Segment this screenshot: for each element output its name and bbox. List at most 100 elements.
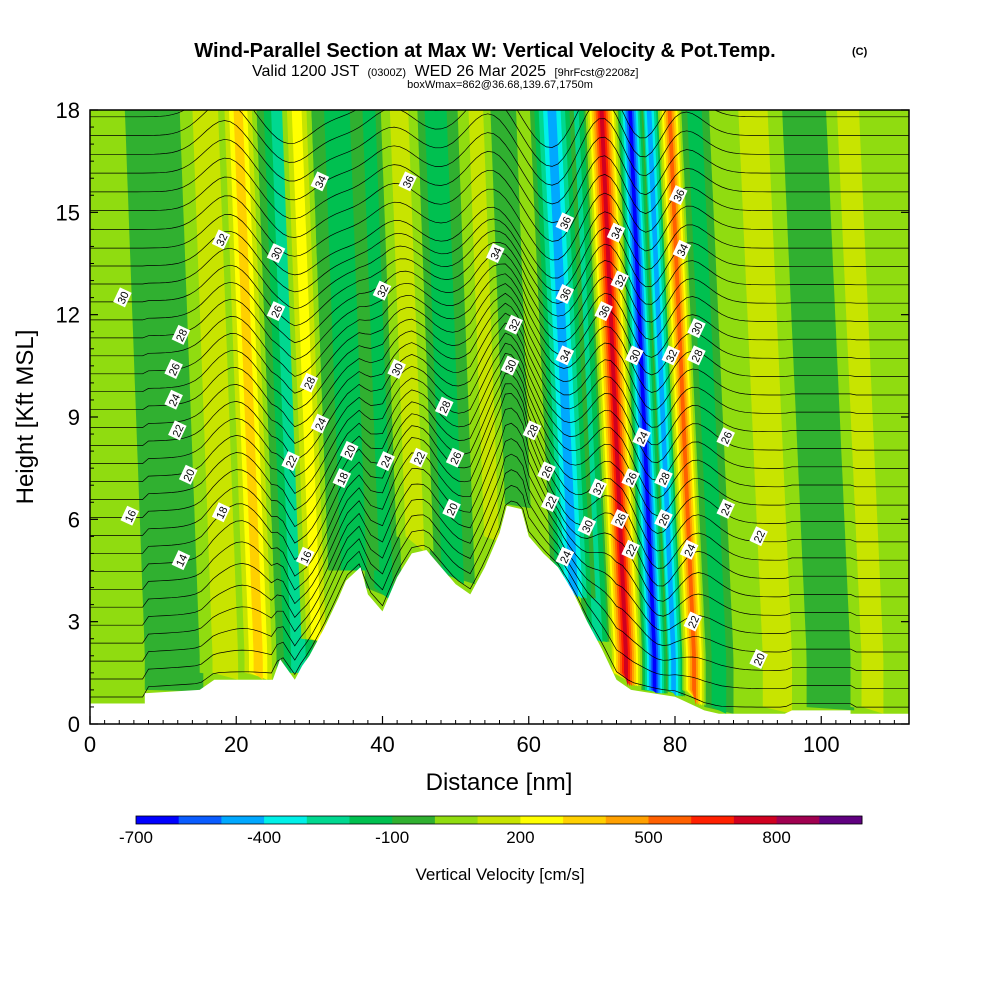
- isotherm-label: 34: [486, 243, 505, 264]
- isotherm-label-text: 26: [624, 471, 640, 487]
- isotherm-labels: 34 36323030263234363436343236323630282624…: [113, 171, 768, 669]
- isotherm-label-text: 22: [544, 495, 560, 511]
- isotherm-line: [90, 393, 909, 587]
- isotherm-line: [90, 469, 909, 671]
- isotherm-label-box: [621, 468, 640, 489]
- isotherm-label-text: 26: [167, 362, 183, 378]
- valid-zulu: (0300Z): [367, 67, 406, 79]
- colorbar-frame: [135, 815, 863, 825]
- isotherm-label-box: [632, 427, 651, 448]
- isotherm-label-text: 20: [752, 652, 768, 668]
- velocity-band: [599, 110, 628, 687]
- isotherm-label: 28: [434, 396, 454, 417]
- isotherm-label: 32: [372, 280, 392, 301]
- colorbar-swatch: [477, 816, 521, 824]
- isotherm-label-box: [332, 468, 352, 489]
- isotherm-label-box: [606, 222, 626, 243]
- isotherm-label-text: 34: [609, 225, 625, 241]
- isotherm-label-box: [555, 546, 575, 567]
- isotherm-label: 22: [281, 451, 300, 472]
- isotherm-label-text: 26: [540, 464, 556, 480]
- isotherm-line: [90, 132, 909, 205]
- isotherm-label-text: 14: [174, 553, 190, 569]
- isotherm-label: 36: [555, 212, 574, 233]
- isotherm-label-box: [266, 243, 286, 264]
- isotherm-label: 22: [168, 420, 187, 441]
- isotherm-label-text: 32: [214, 232, 230, 248]
- isotherm-label-box: [679, 539, 699, 560]
- isotherm-label-text: 20: [445, 501, 461, 517]
- isotherm-label-text: 24: [379, 454, 395, 470]
- isotherm-label-box: [555, 283, 575, 304]
- velocity-band: [233, 110, 263, 680]
- isotherm-label-text: 20: [342, 443, 358, 459]
- copyright-mark: (C): [852, 46, 868, 58]
- isotherm-label-box: [266, 301, 286, 322]
- colorbar-tick-label: 500: [634, 828, 662, 847]
- colorbar-swatch: [264, 816, 308, 824]
- isotherm-label: 24: [716, 498, 735, 519]
- x-tick-label: 100: [803, 732, 840, 757]
- isotherm-label-text: 30: [390, 362, 406, 378]
- colorbar-swatch: [563, 816, 607, 824]
- isotherm-label-text: 26: [448, 450, 464, 466]
- isotherm-label: 20: [178, 464, 198, 485]
- isotherm-label-box: [164, 358, 183, 379]
- isotherm-label-text: 24: [558, 549, 574, 565]
- colorbar-swatch: [349, 816, 393, 824]
- valid-date: WED 26 Mar 2025: [414, 63, 546, 80]
- isotherm-label-text: 28: [657, 471, 673, 487]
- isotherm-label-text: 22: [284, 454, 300, 470]
- isotherm-label-text: 16: [299, 549, 315, 565]
- isotherm-label: 34: [606, 222, 626, 243]
- isotherm-label-box: [625, 345, 644, 366]
- isotherm-label-box: [113, 287, 132, 308]
- isotherm-label-box: [749, 648, 768, 669]
- isotherm-label: 24: [164, 389, 183, 410]
- isotherm-label: 30: [687, 318, 706, 339]
- isotherm-label-text: 28: [174, 327, 190, 343]
- isotherm-label: 36: [555, 283, 575, 304]
- isotherm-label-box: [687, 318, 706, 339]
- isotherm-label: 24: [632, 427, 651, 448]
- valid-forecast: [9hrFcst@2208z]: [555, 67, 639, 79]
- isotherm-label-text: 32: [507, 317, 523, 333]
- colorbar: -700 -400 -100 200 500 800: [119, 815, 863, 847]
- isotherm-label: 26: [654, 509, 673, 530]
- isotherm-label-text: 22: [412, 450, 428, 466]
- isotherm-label-text: 28: [690, 348, 706, 364]
- isotherm-label-text: 24: [719, 501, 735, 517]
- isotherm-label-box: [687, 345, 706, 366]
- colorbar-tick-label: 200: [506, 828, 534, 847]
- isotherm-label: 26: [537, 461, 556, 482]
- y-tick-label: 15: [56, 200, 80, 225]
- isotherm-label-text: 22: [752, 529, 768, 545]
- colorbar-tick-label: -400: [247, 828, 281, 847]
- isotherm-label-text: 36: [558, 287, 574, 303]
- isotherm-label-box: [668, 185, 688, 206]
- isotherm-label-text: 36: [597, 304, 613, 320]
- isotherm-label-box: [372, 280, 392, 301]
- isotherm-label: 30: [266, 243, 286, 264]
- isotherm-label-box: [310, 171, 330, 192]
- isotherm-label-box: [594, 301, 613, 322]
- isotherm-label-box: [716, 427, 736, 448]
- isotherm-line: [90, 322, 909, 464]
- isotherm-line: [90, 500, 909, 708]
- isotherm-label-text: 24: [635, 430, 651, 446]
- isotherm-label: 16: [295, 546, 315, 567]
- isotherm-label: 34: [672, 239, 691, 260]
- y-tick-label: 0: [68, 712, 80, 737]
- isotherm-line: [90, 312, 909, 446]
- velocity-band: [738, 110, 792, 714]
- isotherm-label-box: [434, 396, 454, 417]
- isotherm-label-text: 26: [719, 430, 735, 446]
- isotherm-label-box: [588, 478, 608, 499]
- isotherm-line: [90, 422, 909, 617]
- isotherm-label-text: 30: [628, 348, 644, 364]
- y-tick-label: 9: [68, 405, 80, 430]
- isotherm-label-box: [486, 243, 505, 264]
- isotherm-label: 16: [120, 505, 139, 526]
- isotherm-label-box: [339, 440, 359, 461]
- isotherm-label-box: [683, 611, 703, 632]
